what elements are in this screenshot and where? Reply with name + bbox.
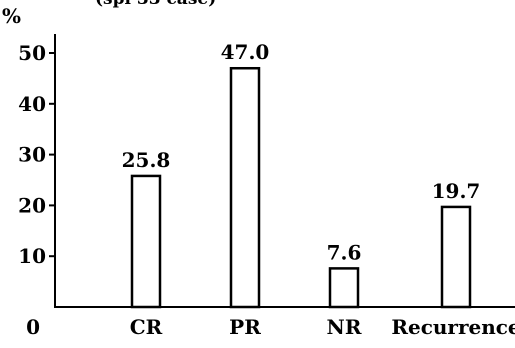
x-category-label: PR bbox=[229, 315, 261, 339]
x-category-label: NR bbox=[327, 315, 362, 339]
y-tick-label: 30 bbox=[18, 143, 46, 167]
bar-recurrence bbox=[440, 205, 472, 309]
bar-cr bbox=[130, 174, 162, 309]
bar-pr bbox=[229, 66, 261, 309]
x-category-label: CR bbox=[130, 315, 163, 339]
y-tick-label: 50 bbox=[18, 41, 46, 65]
y-tick-label: 20 bbox=[18, 193, 46, 217]
chart-subtitle: (spl 33 case) bbox=[95, 0, 216, 9]
y-tick-label: 0 bbox=[26, 315, 40, 339]
y-axis-ticks: 0 10 20 30 40 50 bbox=[18, 41, 55, 339]
bar-series: 25.8 CR 47.0 PR 7.6 NR 19.7 Recurrence bbox=[122, 40, 515, 339]
bar-value-label: 19.7 bbox=[432, 179, 481, 203]
bar-value-label: 47.0 bbox=[221, 40, 270, 64]
bar-value-label: 7.6 bbox=[327, 240, 362, 264]
y-tick-label: 40 bbox=[18, 92, 46, 116]
y-tick-label: 10 bbox=[18, 244, 46, 268]
bar-value-label: 25.8 bbox=[122, 148, 171, 172]
bar-nr bbox=[328, 267, 360, 309]
y-axis-unit-label: % bbox=[2, 4, 21, 28]
x-category-label: Recurrence bbox=[391, 315, 515, 339]
